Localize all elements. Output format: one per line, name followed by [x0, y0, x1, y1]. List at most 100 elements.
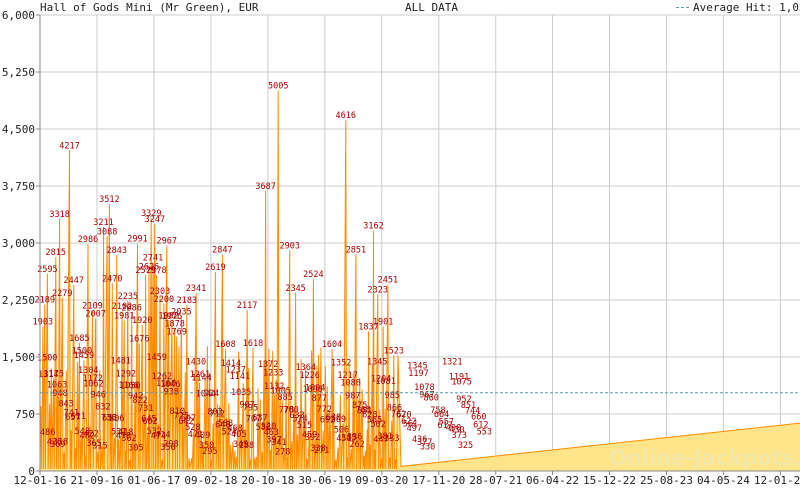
minor-label: 795 — [243, 403, 258, 413]
series-line — [39, 90, 800, 472]
minor-label: 1197 — [408, 369, 428, 379]
minor-label: 622 — [401, 417, 416, 427]
minor-label: 597 — [181, 414, 196, 424]
y-tick-label: 1,500 — [2, 351, 35, 364]
minor-label: 262 — [349, 440, 364, 450]
minor-label: 338 — [310, 444, 325, 454]
minor-label: 768 — [356, 405, 371, 415]
minor-label: 1352 — [331, 358, 351, 368]
minor-label: 987 — [345, 391, 360, 401]
minor-label: 524 — [222, 428, 237, 438]
peak-label: 1685 — [69, 334, 89, 344]
minor-label: 628 — [362, 411, 377, 421]
x-tick-label: 20-10-18 — [241, 474, 294, 487]
minor-label: 422 — [83, 430, 98, 440]
minor-label: 278 — [275, 448, 290, 458]
minor-label: 725 — [174, 411, 189, 421]
peak-label: 1608 — [215, 340, 235, 350]
minor-label: 1046 — [160, 380, 180, 390]
minor-label: 1414 — [221, 359, 241, 369]
peak-label: 2626 — [139, 262, 159, 272]
minor-label: 532 — [147, 427, 162, 437]
minor-label: 967 — [419, 390, 434, 400]
peak-label: 2986 — [78, 235, 98, 245]
minor-label: 463 — [264, 428, 279, 438]
minor-label: 1063 — [47, 380, 67, 390]
minor-label: 333 — [384, 434, 399, 444]
peak-label: 2843 — [107, 246, 127, 256]
minor-label: 468 — [228, 424, 243, 434]
peak-label: 2109 — [82, 302, 102, 312]
peak-label: 2578 — [146, 266, 166, 276]
minor-label: 952 — [456, 395, 471, 405]
minor-label: 657 — [65, 413, 80, 423]
minor-label: 315 — [92, 442, 107, 452]
minor-label: 602 — [142, 417, 157, 427]
peak-label: 2183 — [177, 296, 197, 306]
peak-label: 3687 — [255, 182, 275, 192]
peak-label: 3211 — [93, 218, 113, 228]
x-tick-label: 09-03-20 — [355, 474, 408, 487]
minor-label: 362 — [121, 434, 136, 444]
peak-label: 1981 — [114, 311, 134, 321]
minor-label: 295 — [202, 447, 217, 457]
minor-label: 405 — [231, 430, 246, 440]
minor-label: 288 — [239, 441, 254, 451]
minor-label: 1096 — [302, 385, 322, 395]
minor-label: 660 — [471, 412, 486, 422]
minor-label: 822 — [132, 396, 147, 406]
minor-label: 430 — [449, 426, 464, 436]
minor-label: 1304 — [78, 366, 98, 376]
minor-label: 305 — [128, 444, 143, 454]
peak-label: 2451 — [378, 276, 398, 286]
watermark: Online-Jackpots.biz — [609, 446, 800, 470]
peak-label: 2117 — [237, 301, 257, 311]
peak-label: 2967 — [157, 237, 177, 247]
peak-label: 2991 — [127, 235, 147, 245]
peak-label: 2189 — [34, 296, 54, 306]
data-area — [39, 90, 800, 472]
minor-label: 1262 — [152, 372, 172, 382]
peak-label: 2341 — [186, 284, 206, 294]
axes — [36, 14, 800, 475]
peak-label: 3512 — [99, 195, 119, 205]
minor-label: 1459 — [146, 353, 166, 363]
minor-label: 1226 — [299, 371, 319, 381]
peak-label: 4217 — [59, 142, 79, 152]
minor-label: 1204 — [371, 375, 391, 385]
minor-label: 373 — [452, 431, 467, 441]
minor-label: 356 — [160, 443, 175, 453]
minor-label: 1081 — [375, 377, 395, 387]
minor-label: 707 — [246, 414, 261, 424]
minor-label: 345 — [233, 440, 248, 450]
y-tick-label: 3,000 — [2, 237, 35, 250]
peak-label: 1837 — [358, 322, 378, 332]
x-tick-label: 28-07-21 — [469, 474, 522, 487]
minor-label: 692 — [320, 415, 335, 425]
x-tick-label: 06-04-22 — [526, 474, 579, 487]
minor-label: 528 — [185, 423, 200, 433]
x-tick-label: 09-02-18 — [184, 474, 237, 487]
minor-label: 497 — [407, 424, 422, 434]
peak-label: 1523 — [384, 346, 404, 356]
peak-label: 1618 — [243, 339, 263, 349]
minor-label: 381 — [377, 432, 392, 442]
minor-label: 397 — [266, 435, 281, 445]
y-tick-label: 3,750 — [2, 180, 35, 193]
minor-label: 778 — [279, 405, 294, 415]
peak-label: 2102 — [112, 302, 132, 312]
minor-label: 1191 — [449, 372, 469, 382]
minor-label: 851 — [461, 401, 476, 411]
minor-label: 520 — [261, 422, 276, 432]
minor-label: 428 — [47, 437, 62, 447]
peak-label: 2579 — [135, 266, 155, 276]
minor-label: 651 — [102, 413, 117, 423]
minor-label: 318 — [53, 437, 68, 447]
minor-label: 414 — [155, 431, 170, 441]
minor-label: 1160 — [156, 379, 176, 389]
peak-label: 1878 — [164, 319, 184, 329]
minor-label: 1481 — [110, 357, 130, 367]
minor-label: 561 — [403, 419, 418, 429]
y-tick-label: 5,250 — [2, 66, 35, 79]
minor-label: 1321 — [442, 358, 462, 368]
